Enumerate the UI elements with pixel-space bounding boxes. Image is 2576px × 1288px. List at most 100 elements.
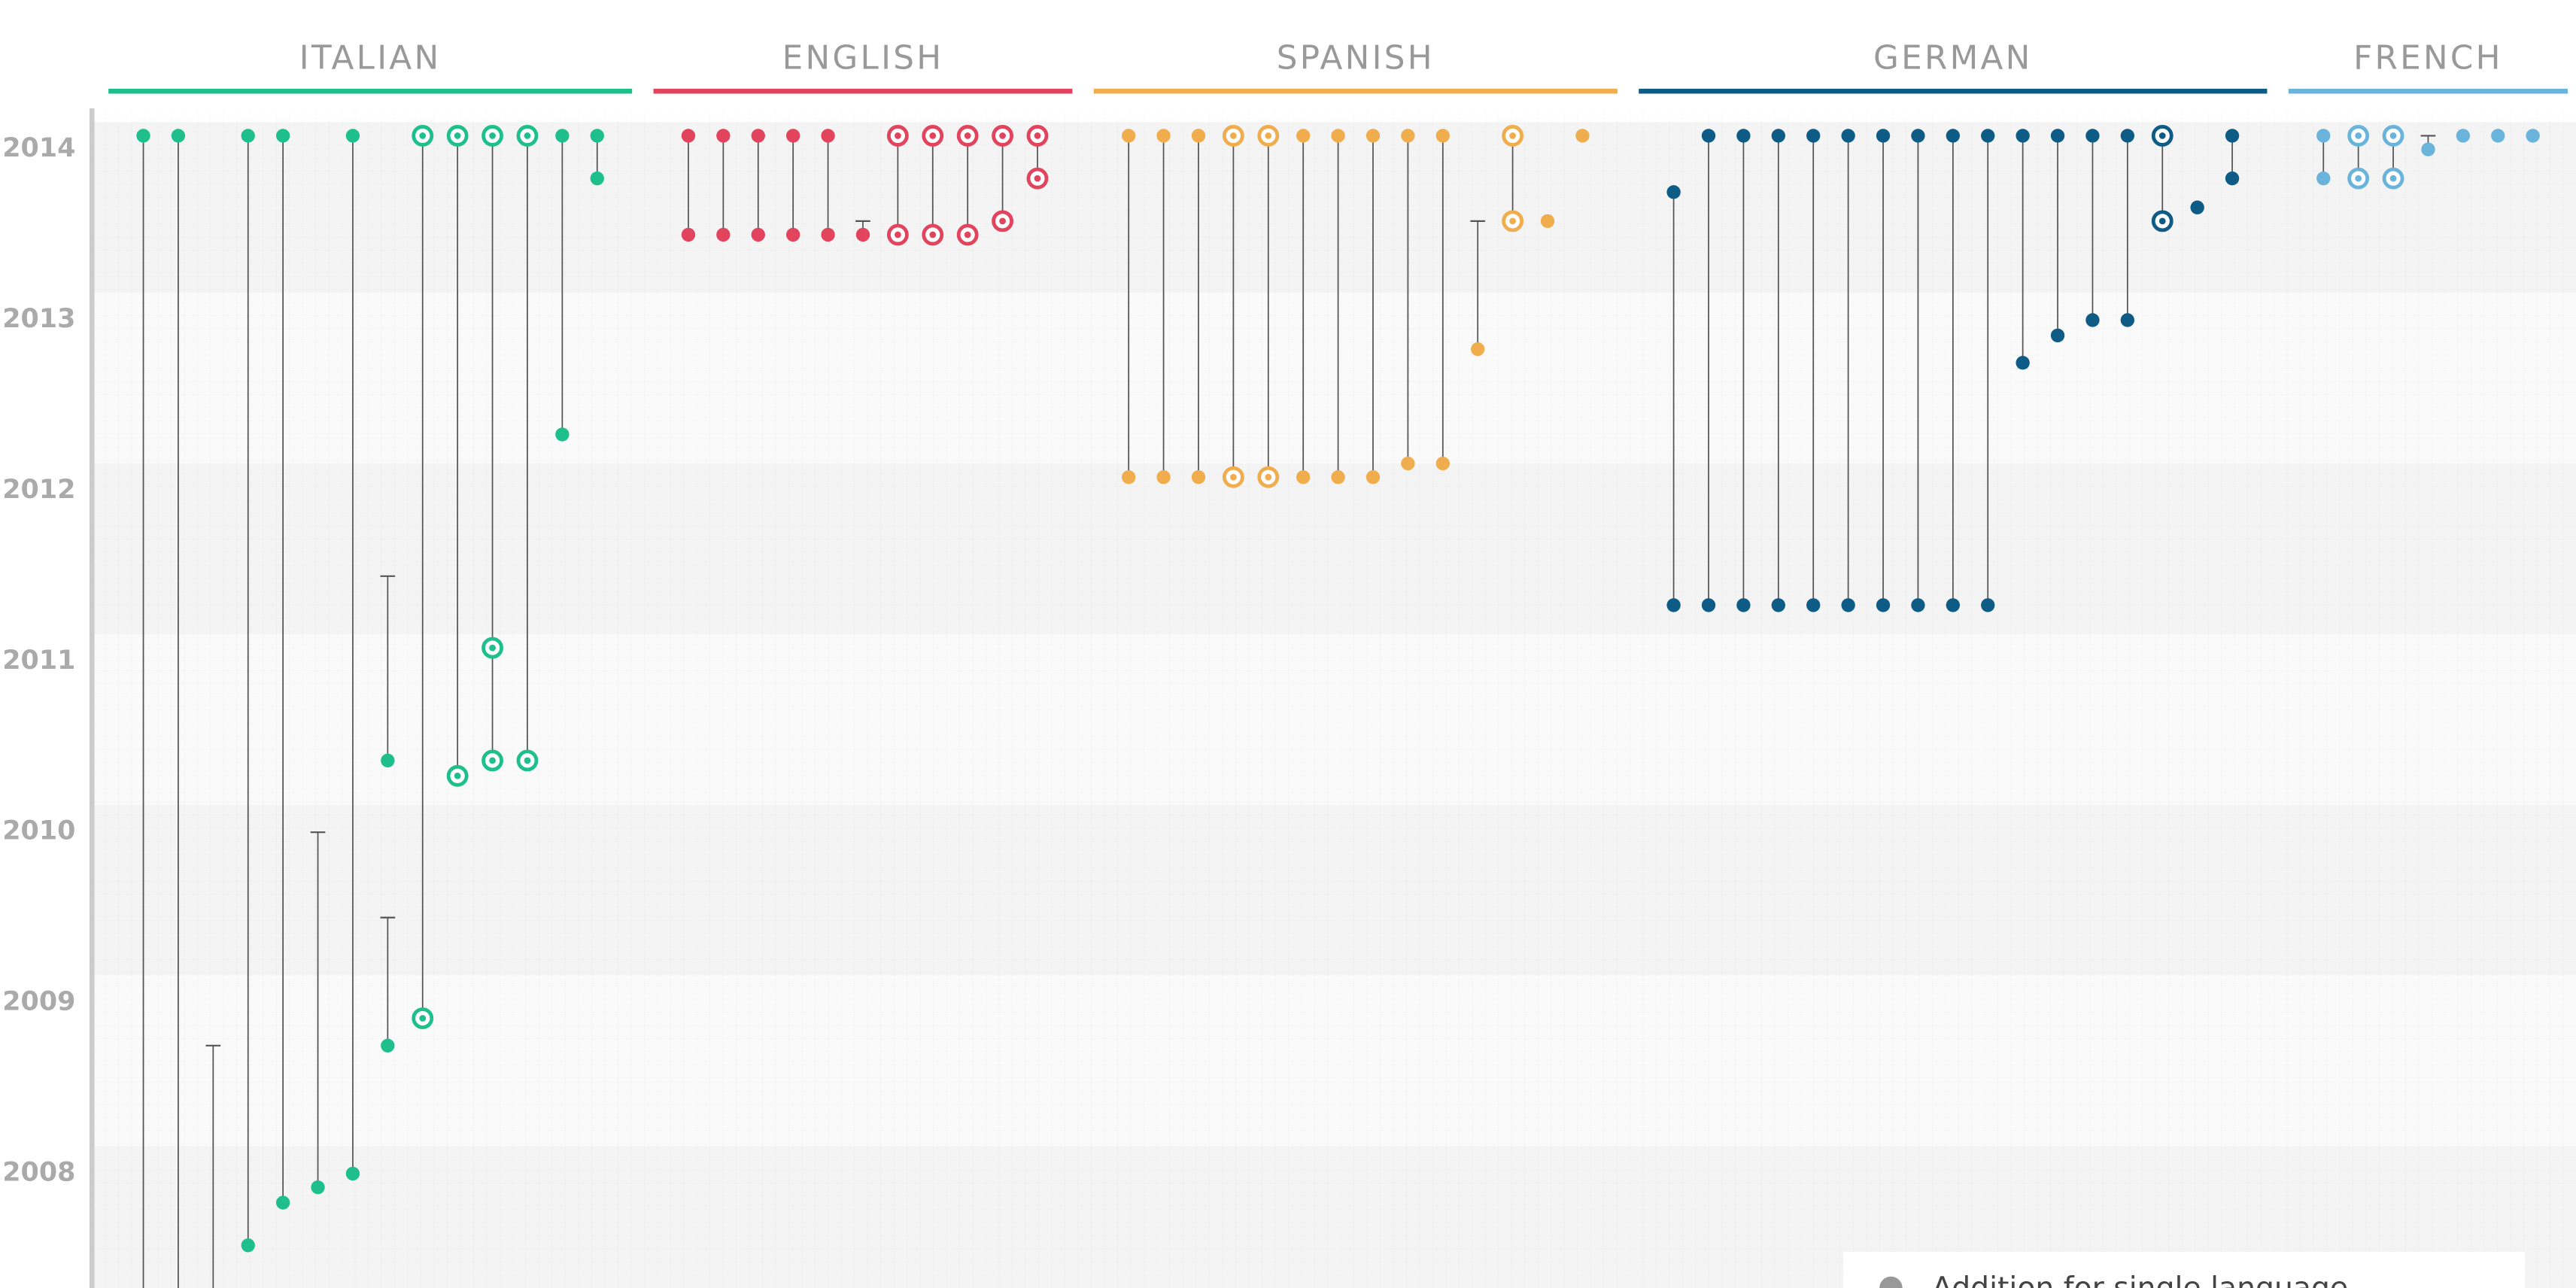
ring: [2151, 210, 2174, 232]
dot: [1946, 598, 1961, 612]
dot: [855, 227, 870, 242]
dot: [2016, 129, 2030, 143]
dot: [1911, 129, 1925, 143]
ring-center: [489, 644, 496, 652]
ring: [886, 125, 909, 147]
dot: [136, 129, 150, 143]
y-tick-label: 2008: [2, 1158, 75, 1188]
dot: [1191, 129, 1206, 143]
dot: [1191, 470, 1206, 485]
dot: [1736, 598, 1751, 612]
plot: [136, 125, 2540, 1288]
y-tick-label: 2011: [2, 646, 75, 676]
ring-center: [454, 132, 461, 139]
dot: [1666, 185, 1681, 199]
dot: [1841, 129, 1855, 143]
y-tick-label: 2012: [2, 475, 75, 505]
ring: [922, 223, 944, 246]
y-tick-label: 2014: [2, 133, 75, 163]
group-bar: [1093, 88, 1618, 94]
dot: [1401, 456, 1415, 471]
ring: [446, 125, 469, 147]
legend-marker: [1879, 1276, 1903, 1288]
dot: [1806, 598, 1821, 612]
ring-center: [1230, 132, 1237, 139]
dot: [1736, 129, 1751, 143]
ring-center: [999, 217, 1006, 225]
ring: [1502, 125, 1524, 147]
group-bar: [2288, 88, 2568, 94]
ring: [481, 749, 503, 772]
ring: [2382, 167, 2404, 190]
ring: [922, 125, 944, 147]
ring-center: [2355, 175, 2362, 182]
group-header: GERMAN: [1873, 39, 2033, 77]
ring-center: [419, 132, 427, 139]
group-bar: [1639, 88, 2268, 94]
dot: [1122, 129, 1136, 143]
ring: [992, 125, 1013, 147]
dot: [555, 427, 570, 442]
dot: [1981, 598, 1995, 612]
dot: [1841, 598, 1855, 612]
dot: [1666, 598, 1681, 612]
ring: [1026, 125, 1049, 147]
dot: [1435, 456, 1450, 471]
dot: [2120, 129, 2135, 143]
ring: [1257, 466, 1280, 488]
ring-center: [964, 231, 971, 238]
dot: [2190, 200, 2204, 214]
dot: [1876, 129, 1891, 143]
ring: [956, 125, 979, 147]
dot: [345, 129, 360, 143]
ring-center: [1509, 217, 1516, 225]
dot: [785, 227, 800, 242]
dot: [171, 129, 186, 143]
ring: [1222, 466, 1244, 488]
dot: [1771, 129, 1785, 143]
dot: [381, 753, 395, 768]
dot: [590, 129, 604, 143]
legend-box: [1843, 1251, 2526, 1288]
dot: [1122, 470, 1136, 485]
ring: [481, 125, 503, 147]
dot: [1296, 129, 1311, 143]
dot: [381, 1038, 395, 1053]
dot: [1701, 598, 1716, 612]
ring-center: [1509, 132, 1516, 139]
dot: [1575, 129, 1590, 143]
dot: [751, 227, 765, 242]
dot: [1946, 129, 1961, 143]
ring-center: [929, 132, 937, 139]
group-bar: [108, 88, 633, 94]
group-header: SPANISH: [1277, 39, 1435, 77]
dot: [1331, 129, 1345, 143]
ring-center: [1034, 132, 1041, 139]
dot: [1156, 129, 1171, 143]
dot: [751, 129, 765, 143]
y-tick-label: 2009: [2, 987, 75, 1017]
legend: Addition for single language: [1843, 1251, 2526, 1288]
ring: [2347, 125, 2370, 147]
dot: [1365, 470, 1381, 485]
ring: [886, 223, 909, 246]
ring-center: [419, 1015, 427, 1022]
dot: [2526, 129, 2540, 143]
group-header: ITALIAN: [299, 39, 442, 77]
ring-center: [895, 132, 901, 139]
ring-center: [454, 772, 461, 779]
dot: [275, 129, 290, 143]
dot: [1471, 342, 1485, 357]
dot: [2120, 313, 2135, 327]
ring-center: [895, 231, 901, 238]
ring: [481, 636, 503, 659]
ring-center: [1034, 175, 1041, 182]
dot: [821, 129, 835, 143]
ring-center: [1265, 132, 1272, 139]
ring: [956, 223, 979, 246]
dot: [555, 129, 570, 143]
y-tick-label: 2010: [2, 816, 75, 846]
ring-center: [999, 132, 1006, 139]
